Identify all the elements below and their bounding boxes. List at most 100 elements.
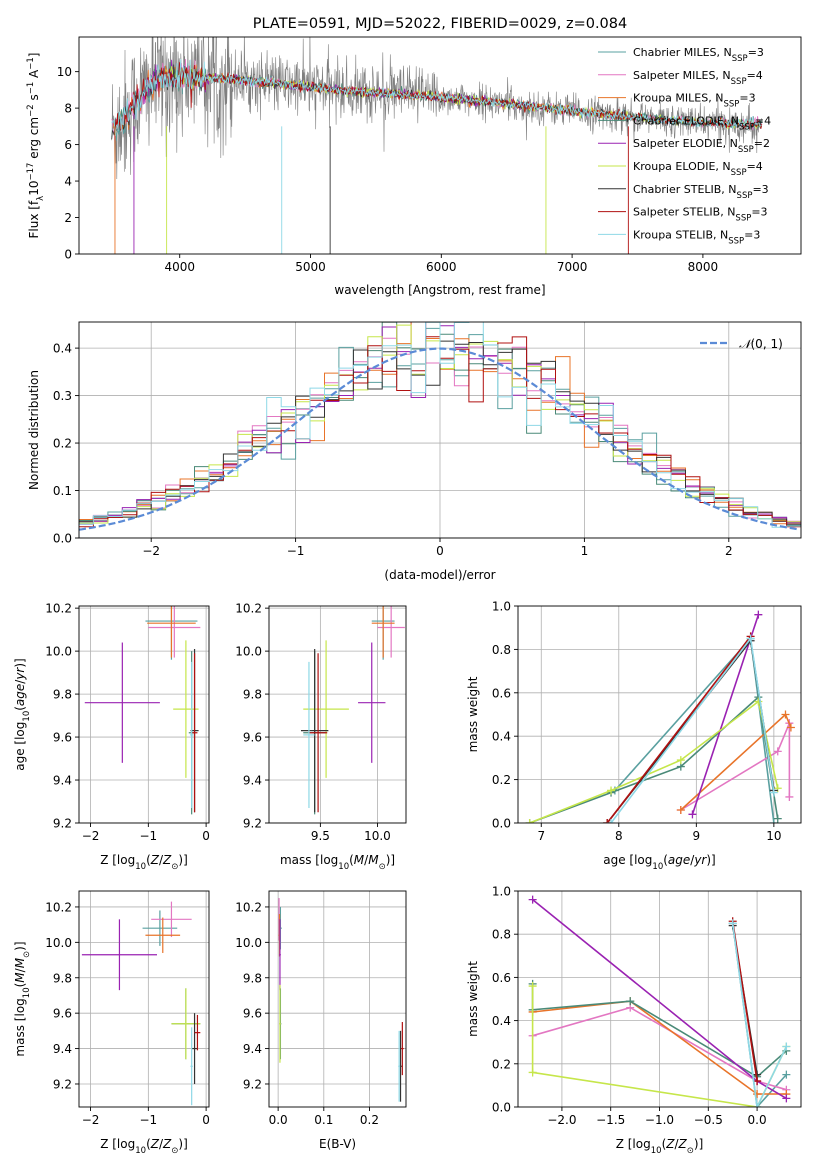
chart-mass-vs-ebv: 0.0 0.1 0.2 9.2 9.4 9.6 9.8 10.0 10.2 E(B-V) [235,890,407,1151]
weight-marker [773,747,782,756]
y-tick-label: 10.0 [45,645,72,659]
y-tick-label: 0.0 [492,817,511,831]
histogram-step [79,322,801,538]
label-part: =3 [739,92,755,105]
label-part: ⊙ [379,862,386,872]
label-part: −17 [26,163,36,181]
label-part: Chabrier MILES, N [633,46,732,59]
y-tick-label: 9.8 [53,688,72,702]
legend-entry: Kroupa STELIB, NSSP=3 [633,228,760,246]
label-part: 𝒩 [739,337,754,351]
x-tick-label: 0 [202,829,210,843]
y-tick-label: 4 [64,175,72,189]
label-part: age [668,853,690,867]
weight-marker [786,723,795,732]
label-part: Z [665,1137,675,1151]
y-tick-label: 9.8 [243,971,262,985]
x-tick-label: 6000 [426,260,457,274]
y-tick-label: 0.6 [492,686,511,700]
label-part: mass [log [13,998,27,1056]
label-part: ⊙ [687,1146,694,1156]
weight-marker [782,1070,791,1079]
weight-line [680,722,791,811]
x-tick-label: 0.0 [269,1113,288,1127]
label-part: ( [13,983,27,988]
label-part: age [log [13,722,27,771]
label-part: age [log [603,853,652,867]
y-tick-label: 9.2 [243,1077,262,1091]
y-tick-label: 9.6 [53,731,72,745]
weight-marker [607,786,616,795]
label-part: )] [706,853,715,867]
y-tick-label: 0.6 [492,971,511,985]
label-part: 10 [27,181,41,196]
label-part: SSP [738,145,754,155]
label-part: Flux [f [27,200,41,238]
x-axis-label: Z [log10(Z/Z⊙)] [100,853,188,872]
label-part: =4 [747,160,763,173]
weight-marker [528,982,537,991]
y-tick-label: 1.0 [492,885,511,899]
weight-marker [769,788,778,797]
label-part: 10 [651,1146,662,1156]
weight-marker [782,1042,791,1051]
label-part: ( [146,1137,151,1151]
label-part: SSP [735,214,751,224]
y-tick-label: 10.2 [45,602,72,616]
y-axis-label: age [log10(age/yr)] [13,658,32,771]
y-tick-label: 0.2 [492,773,511,787]
y-tick-label: 10.0 [235,936,262,950]
y-tick-label: 1.0 [492,600,511,614]
weight-marker [528,1068,537,1077]
x-axis-label: mass [log10(M/M⊙)] [280,853,395,872]
y-tick-label: 9.4 [243,774,262,788]
weight-line [691,614,760,815]
weight-marker [746,634,755,643]
y-tick-label: 9.6 [243,731,262,745]
plot-area [518,606,801,823]
y-tick-label: 0.4 [53,342,72,356]
label-part: Normed distribution [27,370,41,490]
y-tick-label: 9.4 [53,1042,72,1056]
x-tick-label: −0.5 [694,1113,723,1127]
label-part: s [27,94,41,104]
plot-area [79,891,209,1107]
label-part: Salpeter ELODIE, N [633,137,738,150]
label-part: Z [162,853,172,867]
label-part: M [354,853,365,867]
label-part: Z [150,1137,160,1151]
label-part: Z [log [616,1137,651,1151]
label-part: M [13,972,27,983]
label-part: =3 [744,228,760,241]
label-part: =2 [754,137,770,150]
chart-age-vs-z: −2 −1 09.29.49.69.810.010.2Z [log10(Z/Z⊙)]… [13,602,210,872]
legend-entry: Kroupa ELODIE, NSSP=4 [633,160,763,178]
label-part: )] [13,658,27,667]
chart-mass-weight-vs-z: −2.0 −1.5 −1.0 −0.5 0.0 0.0 0.2 0.4 0.6 0.8 1.0 Z [… [466,885,802,1156]
label-part: ] [27,53,41,58]
weight-marker [753,1103,762,1107]
label-part: / [13,679,27,684]
normal-curve [79,347,799,531]
y-axis-label: mass weight [466,961,480,1037]
x-tick-label: −1.0 [645,1113,674,1127]
x-axis-label: E(B-V) [319,1137,356,1151]
x-tick-label: 10 [766,829,781,843]
weight-marker [754,610,763,619]
x-tick-label: −1 [287,544,305,558]
label-part: 10 [22,987,32,998]
x-axis-label: Z [log10(Z/Z⊙)] [100,1137,188,1156]
label-part: erg cm [27,117,41,163]
legend-entry: Salpeter ELODIE, NSSP=2 [633,137,770,155]
weight-line [532,1000,787,1095]
y-tick-label: 0.0 [53,532,72,546]
axes-frame [268,890,407,1108]
y-tick-label: 0.4 [492,730,511,744]
weight-marker [676,805,685,814]
label-part: 10 [22,711,32,722]
x-tick-label: −2 [142,544,160,558]
x-axis-label: Z [log10(Z/Z⊙)] [616,1137,704,1156]
